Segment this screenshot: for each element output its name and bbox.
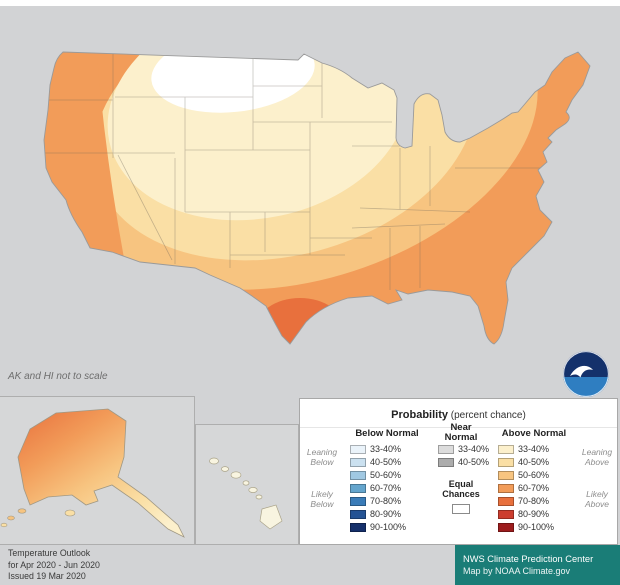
near-swatch-40-50 bbox=[438, 458, 454, 467]
near-label-40-50: 40-50% bbox=[458, 457, 490, 467]
top-margin bbox=[0, 0, 620, 6]
credit-map-by: Map by NOAA Climate.gov bbox=[463, 566, 571, 576]
legend-title-note: (percent chance) bbox=[448, 410, 526, 421]
footer-title: Temperature Outlook bbox=[8, 548, 91, 558]
below-label-50-60: 50-60% bbox=[370, 470, 402, 480]
above-label-90-100: 90-100% bbox=[518, 522, 555, 532]
footer-period: for Apr 2020 - Jun 2020 bbox=[8, 559, 100, 570]
noaa-gull-icon bbox=[570, 365, 593, 378]
below-label-90-100: 90-100% bbox=[370, 522, 407, 532]
conus-map bbox=[43, 51, 591, 345]
legend-title: Probability (percent chance) bbox=[300, 399, 617, 428]
leaning-below-label-line1: Leaning bbox=[306, 447, 338, 457]
above-swatch-90-100 bbox=[498, 523, 514, 532]
credit-org: NWS Climate Prediction Center bbox=[463, 554, 594, 564]
equal-chances-label-line2: Chances bbox=[442, 489, 480, 499]
above-label-50-60: 50-60% bbox=[518, 470, 550, 480]
below-swatch-40-50 bbox=[350, 458, 366, 467]
aleutian-island-1 bbox=[17, 508, 27, 514]
scale-note: AK and HI not to scale bbox=[8, 371, 108, 382]
above-swatch-33-40 bbox=[498, 445, 514, 454]
near-label-33-40: 33-40% bbox=[458, 444, 490, 454]
credit-box: NWS Climate Prediction Center Map by NOA… bbox=[455, 545, 620, 585]
above-swatch-60-70 bbox=[498, 484, 514, 493]
below-swatch-50-60 bbox=[350, 471, 366, 480]
hawaii-inset-panel bbox=[195, 424, 299, 545]
below-swatch-90-100 bbox=[350, 523, 366, 532]
below-swatch-60-70 bbox=[350, 484, 366, 493]
footer-text-block: Temperature Outlook for Apr 2020 - Jun 2… bbox=[8, 548, 100, 583]
above-swatch-40-50 bbox=[498, 458, 514, 467]
likely-below-label-line2: Below bbox=[310, 499, 334, 509]
noaa-logo bbox=[563, 351, 609, 397]
alaska-shape bbox=[17, 408, 185, 538]
hawaii-inset-map bbox=[209, 457, 283, 530]
probability-legend: Probability (percent chance) Below Norma… bbox=[299, 398, 618, 545]
footer-bar: Temperature Outlook for Apr 2020 - Jun 2… bbox=[0, 545, 620, 585]
leaning-below-label-line2: Below bbox=[310, 457, 334, 467]
below-label-80-90: 80-90% bbox=[370, 509, 402, 519]
above-normal-header: Above Normal bbox=[501, 428, 567, 439]
above-label-33-40: 33-40% bbox=[518, 444, 550, 454]
near-normal-header-line2: Normal bbox=[444, 432, 478, 443]
alaska-inset-map bbox=[0, 408, 185, 538]
below-swatch-70-80 bbox=[350, 497, 366, 506]
footer-issued: Issued 19 Mar 2020 bbox=[8, 571, 86, 581]
below-label-33-40: 33-40% bbox=[370, 444, 402, 454]
below-label-60-70: 60-70% bbox=[370, 483, 402, 493]
above-swatch-50-60 bbox=[498, 471, 514, 480]
equal-chances-label-line1: Equal bbox=[448, 479, 474, 489]
aleutian-island-3 bbox=[0, 522, 8, 528]
near-swatch-33-40 bbox=[438, 445, 454, 454]
below-label-40-50: 40-50% bbox=[370, 457, 402, 467]
noaa-logo-ring bbox=[563, 351, 609, 397]
likely-above-label-line1: Likely bbox=[586, 489, 608, 499]
noaa-logo-sea bbox=[563, 377, 609, 397]
likely-below-label-line1: Likely bbox=[311, 489, 333, 499]
kodiak-island bbox=[64, 509, 76, 517]
above-label-70-80: 70-80% bbox=[518, 496, 550, 506]
below-swatch-33-40 bbox=[350, 445, 366, 454]
leaning-above-label-line2: Above bbox=[584, 457, 610, 467]
below-normal-header: Below Normal bbox=[355, 428, 419, 439]
hawaii-islands bbox=[209, 457, 283, 530]
equal-chances-swatch bbox=[452, 504, 470, 514]
above-swatch-70-80 bbox=[498, 497, 514, 506]
above-swatch-80-90 bbox=[498, 510, 514, 519]
us-outline bbox=[43, 51, 591, 345]
leaning-above-label-line1: Leaning bbox=[581, 447, 613, 457]
aleutian-island-2 bbox=[7, 515, 15, 521]
above-label-80-90: 80-90% bbox=[518, 509, 550, 519]
below-label-70-80: 70-80% bbox=[370, 496, 402, 506]
legend-title-main: Probability bbox=[391, 409, 448, 421]
likely-above-label-line2: Above bbox=[584, 499, 610, 509]
state-borders bbox=[44, 52, 540, 290]
near-normal-header-line1: Near bbox=[450, 422, 472, 433]
alaska-inset-panel bbox=[0, 396, 195, 545]
above-label-40-50: 40-50% bbox=[518, 457, 550, 467]
below-swatch-80-90 bbox=[350, 510, 366, 519]
above-label-60-70: 60-70% bbox=[518, 483, 550, 493]
